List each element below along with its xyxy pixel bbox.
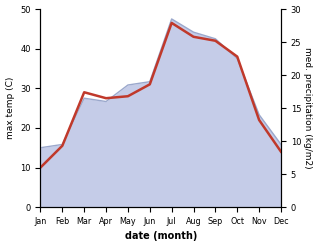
Y-axis label: med. precipitation (kg/m2): med. precipitation (kg/m2) (303, 47, 313, 169)
X-axis label: date (month): date (month) (125, 231, 197, 242)
Y-axis label: max temp (C): max temp (C) (5, 77, 15, 139)
